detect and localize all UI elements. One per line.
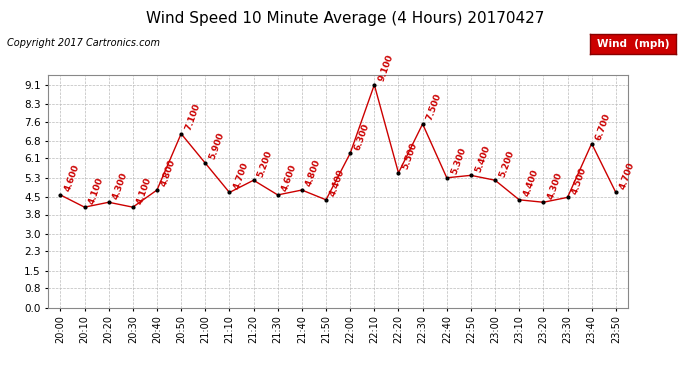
Text: 4.600: 4.600 xyxy=(280,164,298,193)
Text: 4.700: 4.700 xyxy=(618,161,636,190)
Text: 4.600: 4.600 xyxy=(63,164,81,193)
Text: Wind  (mph): Wind (mph) xyxy=(597,39,669,49)
Text: 9.100: 9.100 xyxy=(377,53,395,83)
Text: 4.400: 4.400 xyxy=(328,168,346,198)
Text: 7.500: 7.500 xyxy=(425,92,443,122)
Text: 4.300: 4.300 xyxy=(546,171,564,200)
Text: 5.200: 5.200 xyxy=(497,149,515,178)
Text: 4.400: 4.400 xyxy=(522,168,540,198)
Text: Wind Speed 10 Minute Average (4 Hours) 20170427: Wind Speed 10 Minute Average (4 Hours) 2… xyxy=(146,11,544,26)
Text: 5.400: 5.400 xyxy=(473,144,491,173)
Text: Copyright 2017 Cartronics.com: Copyright 2017 Cartronics.com xyxy=(7,38,160,48)
Text: 4.700: 4.700 xyxy=(232,161,250,190)
Text: 4.300: 4.300 xyxy=(111,171,129,200)
Text: 6.300: 6.300 xyxy=(353,122,371,152)
Text: 7.100: 7.100 xyxy=(184,102,201,132)
Text: 5.200: 5.200 xyxy=(256,149,274,178)
Text: 4.800: 4.800 xyxy=(159,159,177,188)
Text: 5.500: 5.500 xyxy=(401,141,419,171)
Text: 4.800: 4.800 xyxy=(304,159,322,188)
Text: 6.700: 6.700 xyxy=(594,112,612,142)
Text: 5.300: 5.300 xyxy=(449,146,467,176)
Text: 4.500: 4.500 xyxy=(570,166,588,195)
Text: 4.100: 4.100 xyxy=(87,176,105,205)
Text: 4.100: 4.100 xyxy=(135,176,153,205)
Text: 5.900: 5.900 xyxy=(208,132,226,161)
